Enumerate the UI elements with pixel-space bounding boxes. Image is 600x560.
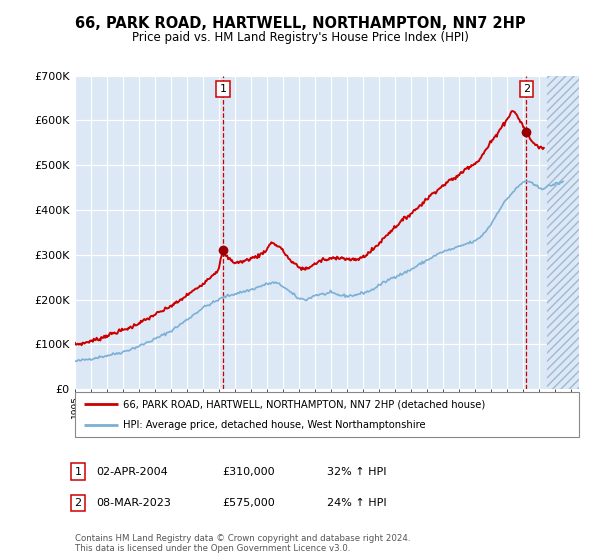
Text: 1: 1: [220, 84, 227, 94]
Text: 2: 2: [523, 84, 530, 94]
Text: 66, PARK ROAD, HARTWELL, NORTHAMPTON, NN7 2HP (detached house): 66, PARK ROAD, HARTWELL, NORTHAMPTON, NN…: [123, 399, 485, 409]
Text: 66, PARK ROAD, HARTWELL, NORTHAMPTON, NN7 2HP: 66, PARK ROAD, HARTWELL, NORTHAMPTON, NN…: [74, 16, 526, 31]
Text: Contains HM Land Registry data © Crown copyright and database right 2024.
This d: Contains HM Land Registry data © Crown c…: [75, 534, 410, 553]
Text: 2: 2: [74, 498, 82, 508]
FancyBboxPatch shape: [75, 392, 579, 437]
Text: £575,000: £575,000: [222, 498, 275, 508]
Text: 08-MAR-2023: 08-MAR-2023: [96, 498, 171, 508]
Text: 32% ↑ HPI: 32% ↑ HPI: [327, 466, 386, 477]
Text: Price paid vs. HM Land Registry's House Price Index (HPI): Price paid vs. HM Land Registry's House …: [131, 31, 469, 44]
Text: 1: 1: [74, 466, 82, 477]
Text: £310,000: £310,000: [222, 466, 275, 477]
Text: 02-APR-2004: 02-APR-2004: [96, 466, 168, 477]
Text: 24% ↑ HPI: 24% ↑ HPI: [327, 498, 386, 508]
Text: HPI: Average price, detached house, West Northamptonshire: HPI: Average price, detached house, West…: [123, 419, 425, 430]
